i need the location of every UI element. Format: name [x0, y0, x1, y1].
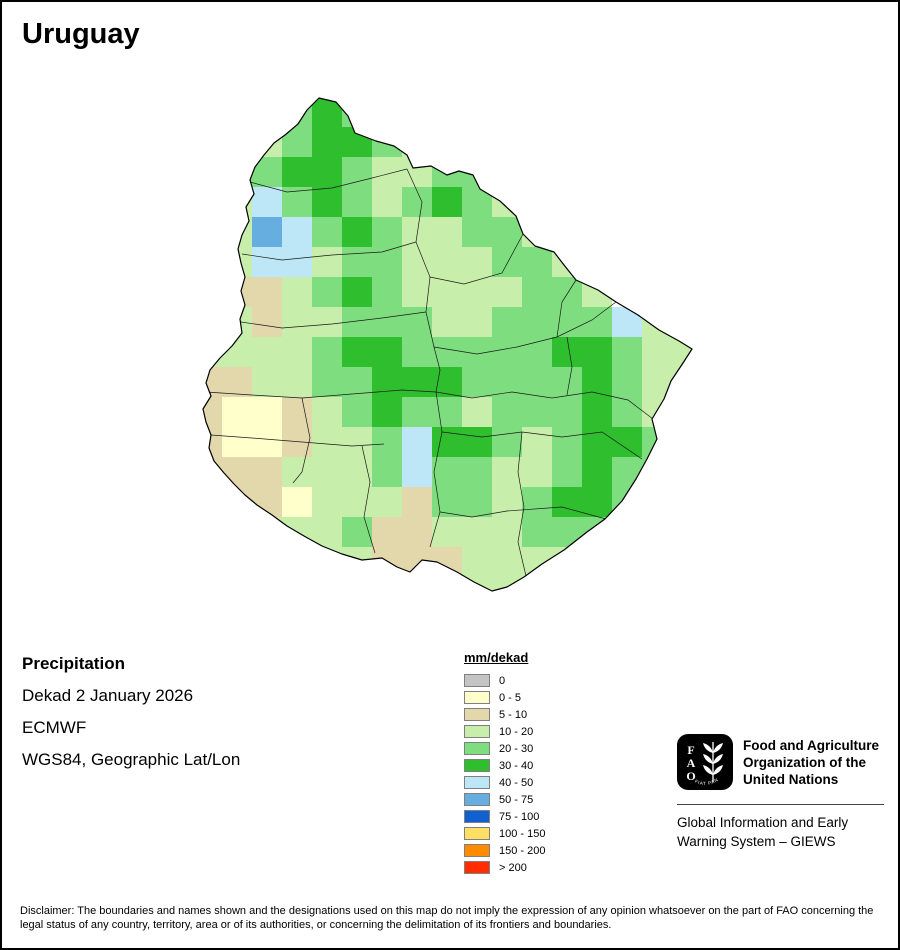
legend-label: 5 - 10: [499, 708, 528, 721]
legend-swatch: [464, 776, 490, 789]
legend-item: 0 - 5: [464, 689, 545, 706]
legend-item: 20 - 30: [464, 740, 545, 757]
fao-org-line: Organization of the: [743, 755, 866, 770]
legend-label: 30 - 40: [499, 759, 534, 772]
page-title: Uruguay: [22, 18, 140, 50]
legend-label: 50 - 75: [499, 793, 534, 806]
info-source: ECMWF: [22, 718, 87, 737]
country-outline: [202, 97, 693, 592]
legend-swatch: [464, 810, 490, 823]
info-dekad: Dekad 2 January 2026: [22, 686, 194, 705]
info-projection: WGS84, Geographic Lat/Lon: [22, 750, 241, 769]
admin-boundaries: [205, 168, 654, 577]
legend-swatch: [464, 742, 490, 755]
legend-item: 50 - 75: [464, 791, 545, 808]
fao-org-line: United Nations: [743, 772, 839, 787]
giews-line: Global Information and Early: [677, 815, 849, 830]
fao-org-line: Food and Agriculture: [743, 738, 879, 753]
legend-item: 100 - 150: [464, 825, 545, 842]
divider: [677, 804, 884, 805]
legend-item: 30 - 40: [464, 757, 545, 774]
legend-swatch: [464, 827, 490, 840]
legend-label: 40 - 50: [499, 776, 534, 789]
legend-swatch: [464, 708, 490, 721]
legend-label: 0: [499, 674, 506, 687]
legend-item: 150 - 200: [464, 842, 545, 859]
legend-item: 75 - 100: [464, 808, 545, 825]
disclaimer: Disclaimer: The boundaries and names sho…: [20, 905, 874, 931]
fao-letter-o: O: [686, 769, 695, 783]
legend-items: 0 0 - 5 5 - 10 10 - 20 20 - 30 30 - 40 40 - 50…: [464, 672, 545, 876]
fao-letter-f: F: [687, 743, 694, 757]
legend-item: > 200: [464, 859, 545, 876]
legend-swatch: [464, 844, 490, 857]
precipitation-raster: [203, 98, 692, 591]
fao-block: F A O FIAT PANIS Food and Agriculture Or…: [677, 734, 884, 851]
fao-logo-icon: F A O FIAT PANIS: [677, 734, 733, 790]
legend-label: > 200: [499, 861, 527, 874]
giews-line: Warning System – GIEWS: [677, 834, 836, 849]
legend-swatch: [464, 725, 490, 738]
legend: mm/dekad 0 0 - 5 5 - 10 10 - 20 20 - 30 30 - …: [464, 650, 545, 876]
legend-item: 5 - 10: [464, 706, 545, 723]
legend-item: 10 - 20: [464, 723, 545, 740]
legend-swatch: [464, 861, 490, 874]
legend-title: mm/dekad: [464, 650, 529, 665]
legend-label: 100 - 150: [499, 827, 546, 840]
legend-item: 0: [464, 672, 545, 689]
map-info: Precipitation Dekad 2 January 2026 ECMWF…: [22, 654, 240, 770]
legend-label: 75 - 100: [499, 810, 540, 823]
legend-label: 0 - 5: [499, 691, 522, 704]
info-heading: Precipitation: [22, 654, 125, 673]
legend-swatch: [464, 793, 490, 806]
legend-label: 150 - 200: [499, 844, 546, 857]
legend-swatch: [464, 674, 490, 687]
legend-swatch: [464, 691, 490, 704]
legend-label: 20 - 30: [499, 742, 534, 755]
legend-swatch: [464, 759, 490, 772]
legend-label: 10 - 20: [499, 725, 534, 738]
fao-org-name: Food and Agriculture Organization of the…: [743, 734, 879, 788]
wheat-ear-icon: [703, 742, 723, 782]
fao-letter-a: A: [687, 756, 696, 770]
giews-name: Global Information and Early Warning Sys…: [677, 813, 884, 851]
legend-item: 40 - 50: [464, 774, 545, 791]
